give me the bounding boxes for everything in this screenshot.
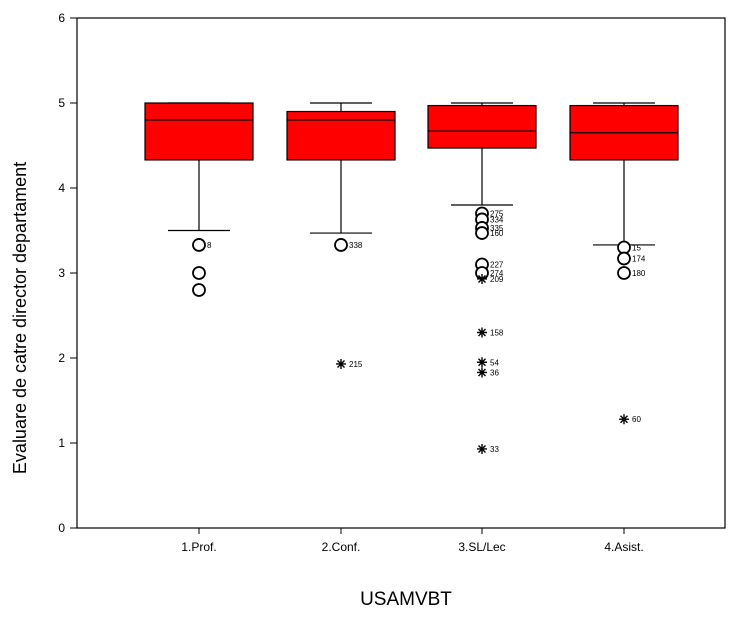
y-tick-label: 3 xyxy=(58,266,65,280)
outlier-label: 334 xyxy=(490,215,504,224)
y-tick-label: 0 xyxy=(58,521,65,535)
outlier-label: 174 xyxy=(632,255,646,264)
outlier-label: 338 xyxy=(349,241,363,250)
x-tick-label: 4.Asist. xyxy=(604,540,643,554)
outlier-label: 36 xyxy=(490,368,499,377)
outlier-label: 8 xyxy=(207,241,212,250)
outlier-circle xyxy=(617,251,631,266)
box-iqr xyxy=(286,110,396,161)
outlier-label: 180 xyxy=(632,269,646,278)
y-tick-label: 6 xyxy=(58,11,65,25)
outlier-label: 158 xyxy=(490,329,504,338)
y-tick-label: 4 xyxy=(58,181,65,195)
outlier-label: 227 xyxy=(490,261,504,270)
y-axis-title: Evaluare de catre director departament xyxy=(10,162,30,474)
y-tick-label: 5 xyxy=(58,96,65,110)
outlier-star xyxy=(477,367,487,378)
outlier-star xyxy=(477,327,487,338)
outlier-circle xyxy=(617,266,631,280)
outlier-circle xyxy=(192,238,206,252)
outlier-label: 215 xyxy=(349,360,363,369)
outlier-label: 60 xyxy=(632,415,641,424)
x-tick-label: 3.SL/Lec xyxy=(458,540,505,554)
x-axis: 1.Prof. 2.Conf. 3.SL/Lec 4.Asist. xyxy=(181,528,644,554)
y-tick-label: 1 xyxy=(58,436,65,450)
y-axis: 0 1 2 3 4 5 6 xyxy=(58,11,77,535)
outlier-circle xyxy=(475,226,489,240)
outlier-star xyxy=(336,358,346,369)
outlier-circle xyxy=(192,266,206,280)
box-group: 8 xyxy=(144,102,254,297)
outlier-label: 160 xyxy=(490,229,504,238)
box-group: 15 174 180 60 xyxy=(569,102,679,425)
boxes-group: 8 338215275334335160227274209158543633151… xyxy=(144,102,679,454)
outlier-star xyxy=(477,443,487,454)
box-group: 338 215 xyxy=(286,102,396,369)
y-tick-label: 2 xyxy=(58,351,65,365)
box-iqr xyxy=(427,104,537,149)
outlier-label: 209 xyxy=(490,275,504,284)
outlier-star xyxy=(477,273,487,284)
x-axis-title: USAMVBT xyxy=(360,589,452,610)
outlier-label: 54 xyxy=(490,358,499,367)
outlier-star xyxy=(477,357,487,368)
outlier-star xyxy=(619,414,629,425)
outlier-circle xyxy=(334,238,348,252)
outlier-label: 33 xyxy=(490,445,499,454)
x-tick-label: 1.Prof. xyxy=(181,540,216,554)
outlier-label: 274 xyxy=(490,269,504,278)
outlier-label: 335 xyxy=(490,224,504,233)
outlier-circle xyxy=(192,283,206,297)
box-iqr xyxy=(144,102,254,161)
x-tick-label: 2.Conf. xyxy=(322,540,361,554)
outlier-label: 15 xyxy=(632,244,641,253)
outlier-label: 275 xyxy=(490,210,504,219)
